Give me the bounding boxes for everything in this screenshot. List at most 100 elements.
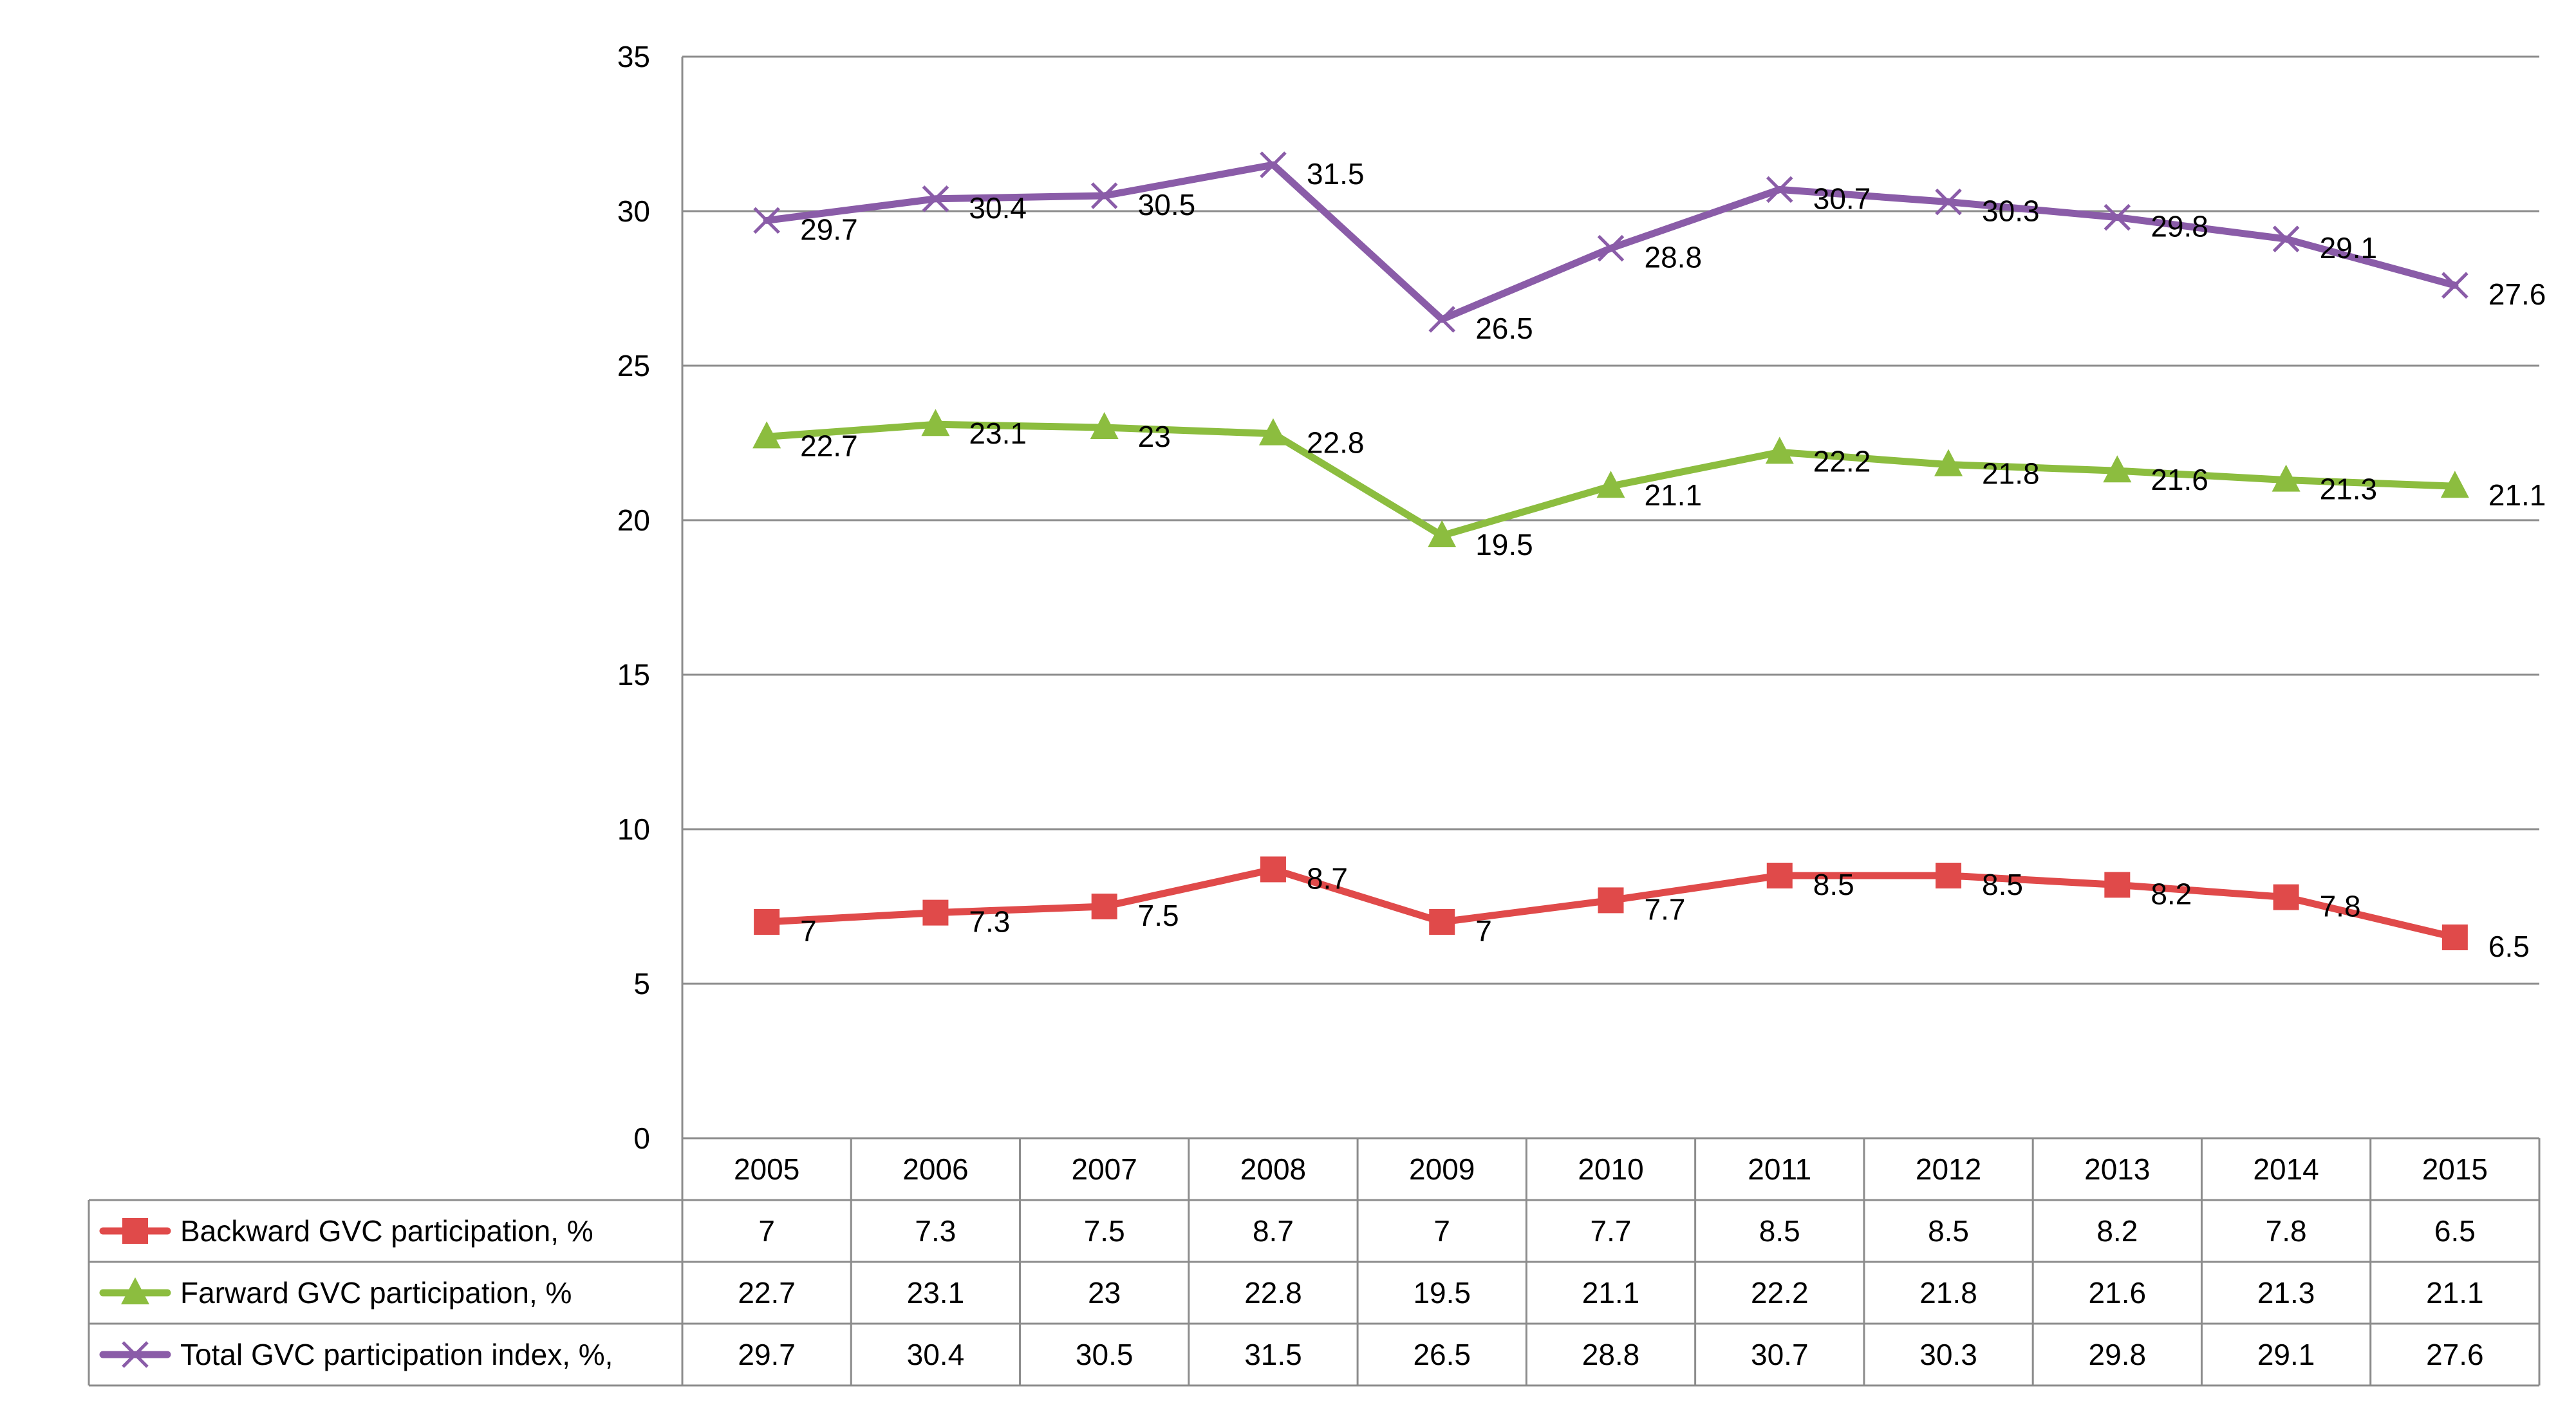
series-2-point	[1428, 520, 1457, 547]
series-3-point	[1428, 306, 1455, 333]
table-cell-value: 21.3	[2257, 1276, 2315, 1309]
data-label: 8.2	[2151, 877, 2192, 910]
data-label: 23	[1138, 420, 1171, 453]
x-category-label: 2011	[1748, 1152, 1811, 1186]
series-3-point	[1090, 182, 1118, 209]
y-tick-label: 0	[633, 1122, 650, 1155]
data-labels: 7 7.3 7.5 8.7 7 7.7 8.5 8.5 8.2 7.8 6.5 22.7 23.1 23 2…	[800, 157, 2546, 963]
data-label: 30.7	[1813, 182, 1871, 215]
x-category-label: 2015	[2422, 1152, 2488, 1186]
series-3-point	[1935, 188, 1962, 216]
series-3-point	[2441, 272, 2469, 299]
x-category-label: 2008	[1240, 1152, 1306, 1186]
series-1-point	[922, 899, 949, 926]
table-cell-value: 19.5	[1413, 1276, 1471, 1309]
y-tick-label: 5	[633, 967, 650, 1000]
series-1-point	[1598, 887, 1624, 914]
data-label: 21.1	[2488, 478, 2546, 512]
table-cell-value: 7.5	[1084, 1214, 1125, 1248]
table-cell-value: 7.8	[2266, 1214, 2307, 1248]
table-cell-value: 30.5	[1076, 1338, 1134, 1371]
table-cell-value: 6.5	[2434, 1214, 2476, 1248]
table-cell-value: 31.5	[1244, 1338, 1302, 1371]
table-cell-value: 23	[1088, 1276, 1121, 1309]
series-1-point	[1766, 863, 1793, 888]
series-1-point	[2104, 872, 2131, 898]
data-label: 29.1	[2320, 231, 2378, 265]
series-1-point	[2441, 925, 2468, 950]
y-tick-label: 10	[617, 812, 650, 846]
x-category-label: 2009	[1409, 1152, 1475, 1186]
data-label: 28.8	[1645, 241, 1703, 274]
series-2-point	[2272, 464, 2301, 492]
table-cell-value: 22.2	[1751, 1276, 1809, 1309]
table-cell-value: 8.5	[1928, 1214, 1969, 1248]
table-cell-value: 30.4	[907, 1338, 965, 1371]
data-label: 23.1	[969, 417, 1027, 450]
data-label: 22.8	[1307, 426, 1365, 460]
table-cell-value: 30.7	[1751, 1338, 1809, 1371]
y-tick-label: 20	[617, 503, 650, 537]
data-label: 8.5	[1982, 868, 2023, 901]
data-label: 7	[1475, 914, 1492, 948]
series-3-point	[922, 185, 949, 212]
data-label: 6.5	[2488, 930, 2530, 963]
series-1-point	[1936, 863, 1962, 888]
x-category-label: 2014	[2253, 1152, 2319, 1186]
series-3-point	[753, 207, 780, 234]
series-3-point	[2104, 203, 2131, 231]
table-cell-value: 27.6	[2426, 1338, 2484, 1371]
data-label: 31.5	[1307, 157, 1365, 191]
series-3-point	[1260, 151, 1287, 178]
data-label: 30.3	[1982, 194, 2040, 228]
series-1-point	[1260, 856, 1286, 883]
table-cell-value: 8.2	[2096, 1214, 2138, 1248]
y-tick-label: 25	[617, 349, 650, 382]
series-lines	[752, 151, 2469, 950]
table-cell-value: 7.7	[1591, 1214, 1632, 1248]
x-category-label: 2012	[1916, 1152, 1981, 1186]
table-cell-value: 22.8	[1244, 1276, 1302, 1309]
series-1-point	[2273, 884, 2299, 910]
data-label: 7.8	[2320, 890, 2361, 923]
series-2-point	[1934, 449, 1963, 476]
x-category-label: 2013	[2084, 1152, 2150, 1186]
legend-marker-3	[122, 1341, 149, 1368]
series-2-point	[2440, 471, 2469, 498]
data-label: 22.2	[1813, 444, 1871, 478]
data-label: 22.7	[800, 429, 858, 462]
series-2-point	[1765, 436, 1794, 464]
data-label: 7.5	[1138, 899, 1179, 932]
y-tick-label: 15	[617, 658, 650, 691]
legend-label-2: Farward GVC participation, %	[180, 1276, 572, 1309]
legend-label-3: Total GVC participation index, %,	[180, 1338, 613, 1371]
table-cell-value: 22.7	[738, 1276, 796, 1309]
data-label: 7.7	[1645, 892, 1686, 926]
table-cell-value: 30.3	[1919, 1338, 1977, 1371]
data-label: 19.5	[1475, 528, 1533, 561]
x-category-label: 2005	[734, 1152, 799, 1186]
table-cell-value: 8.7	[1253, 1214, 1294, 1248]
data-label: 30.5	[1138, 188, 1196, 221]
data-label: 21.3	[2320, 473, 2378, 506]
data-label: 7	[800, 914, 817, 948]
table-cell-value: 28.8	[1582, 1338, 1640, 1371]
data-table: 2005 2006 2007 2008 2009 2010 2011 2012 2013 2014…	[88, 1137, 2541, 1387]
legend-marker-1	[122, 1218, 148, 1244]
data-label: 30.4	[969, 191, 1027, 225]
table-cell-value: 7	[758, 1214, 775, 1248]
x-category-label: 2006	[902, 1152, 968, 1186]
series-2-point	[921, 409, 950, 436]
table-cell-value: 29.7	[738, 1338, 796, 1371]
data-label: 26.5	[1475, 312, 1533, 345]
series-1-point	[754, 909, 780, 935]
data-label: 29.8	[2151, 210, 2208, 243]
y-tick-label: 30	[617, 194, 650, 228]
series-2-point	[2103, 455, 2132, 483]
series-2-point	[1596, 471, 1625, 498]
data-label: 27.6	[2488, 277, 2546, 311]
series-2-point	[752, 421, 781, 449]
table-cell-value: 21.1	[2426, 1276, 2484, 1309]
series-1-point	[1429, 909, 1455, 935]
